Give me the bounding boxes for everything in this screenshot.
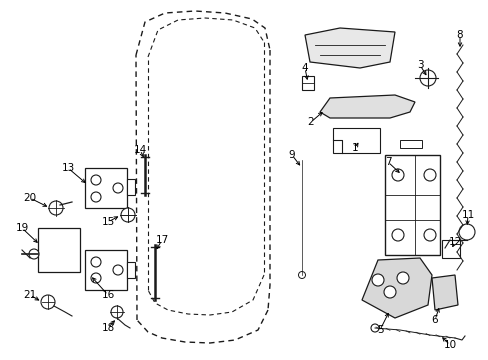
Bar	[127, 179, 135, 195]
Text: 13: 13	[61, 163, 75, 173]
Circle shape	[371, 274, 383, 286]
Circle shape	[121, 208, 135, 222]
Circle shape	[113, 183, 123, 193]
Text: 7: 7	[384, 157, 390, 167]
Circle shape	[298, 271, 305, 279]
Bar	[38, 228, 80, 272]
Text: 2: 2	[307, 117, 314, 127]
Circle shape	[423, 169, 435, 181]
Text: 20: 20	[23, 193, 37, 203]
Polygon shape	[361, 258, 431, 318]
Circle shape	[111, 306, 123, 318]
Text: 6: 6	[431, 315, 437, 325]
Text: 21: 21	[23, 290, 37, 300]
Circle shape	[91, 192, 101, 202]
Polygon shape	[305, 28, 394, 68]
Circle shape	[113, 265, 123, 275]
Text: 8: 8	[456, 30, 462, 40]
Bar	[127, 262, 135, 278]
Text: 10: 10	[443, 340, 456, 350]
Polygon shape	[319, 95, 414, 118]
Text: 17: 17	[155, 235, 168, 245]
Text: 15: 15	[101, 217, 114, 227]
Text: 11: 11	[461, 210, 474, 220]
Text: 5: 5	[376, 325, 383, 335]
Text: 9: 9	[288, 150, 295, 160]
Bar	[399, 140, 421, 148]
Circle shape	[458, 224, 474, 240]
Bar	[85, 168, 127, 208]
Circle shape	[391, 169, 403, 181]
Text: 16: 16	[101, 290, 114, 300]
Text: 18: 18	[101, 323, 114, 333]
Bar	[384, 155, 439, 255]
Text: 4: 4	[301, 63, 307, 73]
Text: 3: 3	[416, 60, 423, 70]
Circle shape	[383, 286, 395, 298]
Circle shape	[370, 324, 378, 332]
Circle shape	[423, 229, 435, 241]
Polygon shape	[302, 76, 313, 90]
Text: 12: 12	[447, 237, 461, 247]
Polygon shape	[431, 275, 457, 310]
Circle shape	[391, 229, 403, 241]
Circle shape	[41, 295, 55, 309]
Circle shape	[49, 201, 63, 215]
Circle shape	[91, 175, 101, 185]
Circle shape	[419, 70, 435, 86]
Circle shape	[396, 272, 408, 284]
Text: 19: 19	[15, 223, 29, 233]
Bar	[441, 240, 459, 258]
Text: 14: 14	[133, 145, 146, 155]
Circle shape	[29, 249, 39, 259]
Circle shape	[91, 273, 101, 283]
Circle shape	[91, 257, 101, 267]
Bar	[85, 250, 127, 290]
Polygon shape	[332, 128, 379, 153]
Text: 1: 1	[351, 143, 358, 153]
